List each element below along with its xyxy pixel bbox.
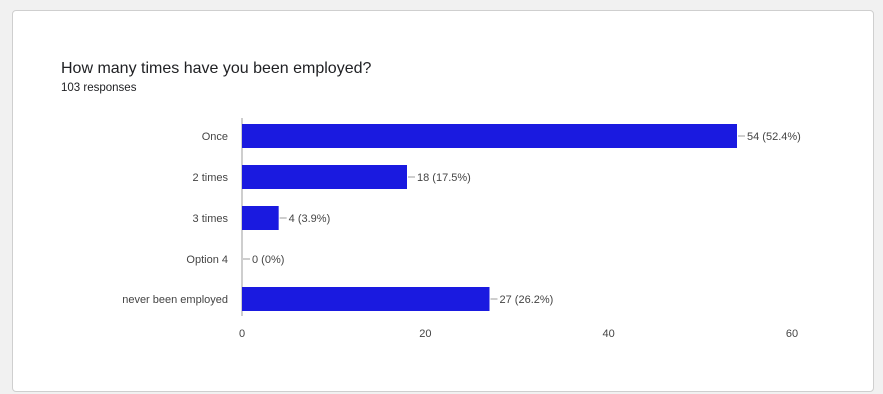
x-tick-label: 0 <box>239 328 245 340</box>
data-label: 4 (3.9%) <box>289 213 331 225</box>
bar <box>242 287 490 311</box>
x-tick-label: 40 <box>603 328 615 340</box>
data-label: 0 (0%) <box>252 254 284 266</box>
x-tick-label: 60 <box>786 328 798 340</box>
category-label: Once <box>202 131 228 143</box>
category-label: 3 times <box>193 213 229 225</box>
data-label: 18 (17.5%) <box>417 172 471 184</box>
category-label: never been employed <box>122 294 228 306</box>
data-label: 27 (26.2%) <box>500 294 554 306</box>
x-tick-label: 20 <box>419 328 431 340</box>
bar <box>242 206 279 230</box>
chart-card: How many times have you been employed? 1… <box>12 10 874 392</box>
bar <box>242 165 407 189</box>
category-label: Option 4 <box>186 254 228 266</box>
data-label: 54 (52.4%) <box>747 131 801 143</box>
response-count: 103 responses <box>61 82 137 94</box>
chart-title: How many times have you been employed? <box>61 60 372 77</box>
category-label: 2 times <box>193 172 229 184</box>
bar <box>242 124 737 148</box>
